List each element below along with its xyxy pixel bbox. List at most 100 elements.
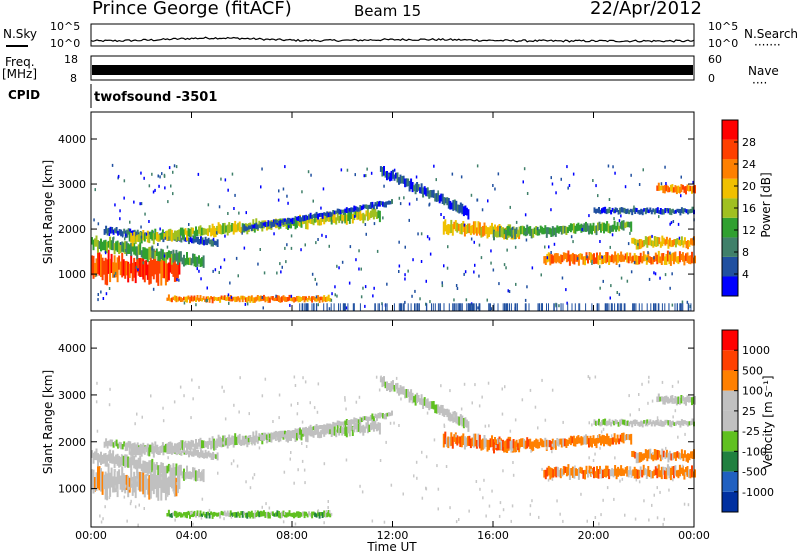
power-speckle (330, 303, 332, 312)
velocity-echo (210, 440, 213, 450)
power-echo (625, 209, 628, 214)
velocity-echo (612, 468, 615, 478)
power-echo (669, 184, 672, 192)
cpid-mode: twofsound -3501 (94, 90, 218, 105)
velocity-speckle (659, 490, 661, 494)
power-echo (261, 222, 264, 229)
velocity-echo (149, 460, 152, 471)
velocity-echo (635, 468, 638, 479)
power-speckle (300, 248, 302, 252)
velocity-echo (560, 438, 563, 448)
power-echo (667, 208, 670, 214)
velocity-speckle (352, 426, 354, 430)
power-speckle (163, 254, 166, 258)
power-echo (112, 237, 115, 251)
velocity-echo (366, 416, 369, 422)
power-echo (602, 256, 604, 264)
velocity-speckle (602, 498, 604, 502)
velocity-speckle (344, 396, 346, 400)
power-echo (635, 255, 638, 265)
power-echo (208, 225, 211, 233)
velocity-echo (375, 423, 378, 432)
power-echo (332, 210, 335, 215)
velocity-echo (659, 419, 662, 427)
velocity-colorbar-ticklabel: -500 (742, 466, 767, 479)
velocity-echo (656, 396, 659, 403)
velocity-echo (489, 438, 492, 448)
velocity-echo (677, 452, 680, 459)
velocity-echo (152, 462, 155, 473)
power-speckle (373, 286, 375, 290)
power-echo (300, 217, 303, 222)
velocity-echo (348, 419, 351, 425)
velocity-echo (435, 404, 438, 414)
velocity-speckle (613, 497, 615, 501)
velocity-echo (163, 470, 166, 493)
velocity-echo (330, 424, 333, 429)
power-speckle (287, 201, 289, 205)
velocity-echo (336, 420, 339, 425)
power-speckle (364, 285, 367, 289)
velocity-echo (190, 439, 193, 450)
velocity-echo (154, 441, 157, 453)
velocity-echo (416, 392, 419, 404)
power-echo (438, 195, 441, 204)
velocity-echo (388, 412, 390, 417)
velocity-echo (101, 454, 104, 464)
velocity-echo (623, 419, 626, 426)
power-speckle (427, 190, 429, 194)
power-echo (659, 256, 662, 264)
velocity-speckle (136, 412, 138, 416)
power-speckle (279, 262, 281, 266)
velocity-echo (422, 398, 425, 409)
power-speckle (560, 177, 562, 181)
power-echo (315, 216, 318, 223)
velocity-echo (267, 511, 270, 519)
power-speckle (548, 245, 550, 249)
velocity-colorbar-ticklabel: -1000 (742, 486, 774, 499)
power-speckle (161, 172, 163, 176)
power-speckle (487, 199, 489, 203)
power-speckle (544, 245, 546, 249)
velocity-speckle (251, 442, 253, 446)
velocity-echo (207, 511, 210, 516)
velocity-echo (672, 466, 675, 479)
power-speckle (159, 227, 161, 231)
power-echo (344, 212, 347, 224)
power-echo (652, 208, 655, 213)
power-echo (691, 238, 694, 246)
power-echo (155, 248, 158, 256)
power-speckle (490, 307, 493, 311)
velocity-echo (309, 424, 312, 431)
velocity-echo (354, 418, 357, 423)
power-echo (285, 220, 288, 225)
power-echo (112, 262, 115, 278)
velocity-echo (683, 420, 686, 425)
velocity-speckle (201, 497, 204, 501)
power-speckle (505, 303, 507, 312)
power-speckle (648, 277, 651, 281)
power-echo (205, 228, 208, 235)
power-speckle (463, 223, 466, 227)
velocity-speckle (190, 511, 192, 515)
velocity-echo (657, 393, 660, 402)
power-speckle (151, 172, 153, 176)
power-echo (158, 234, 161, 242)
power-echo (494, 224, 496, 234)
power-echo (389, 200, 392, 205)
velocity-echo (98, 454, 101, 463)
velocity-echo (503, 441, 506, 447)
power-speckle (657, 303, 659, 312)
velocity-echo (372, 420, 375, 432)
power-echo (639, 252, 642, 263)
power-echo (668, 237, 671, 247)
velocity-echo (458, 416, 461, 426)
velocity-speckle (659, 420, 661, 424)
velocity-echo (650, 470, 653, 479)
velocity-echo (453, 411, 456, 422)
velocity-speckle (402, 492, 404, 496)
power-echo (97, 249, 99, 275)
power-speckle (314, 277, 316, 281)
power-speckle (334, 285, 336, 289)
power-speckle (452, 303, 454, 312)
